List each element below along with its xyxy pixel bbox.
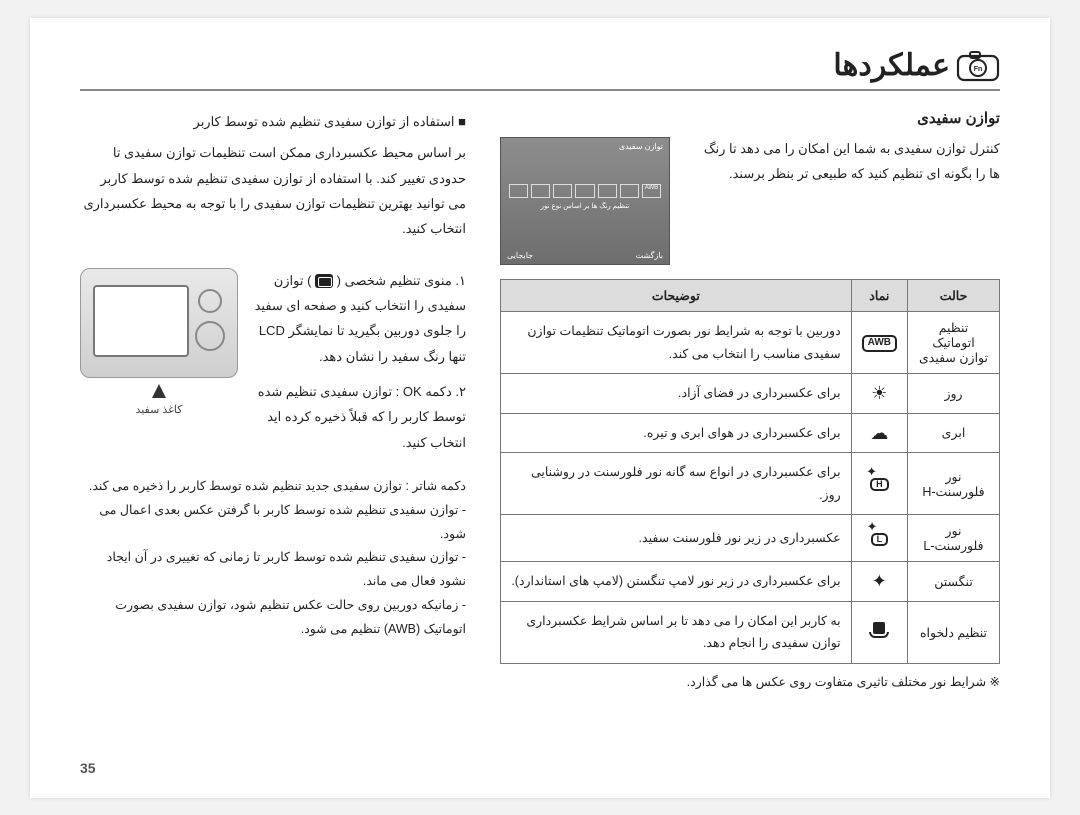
mode-cell: تنظیم دلخواه [908,601,1000,663]
mode-icon: ✦H [851,453,907,515]
sub-line: دکمه شاتر : توازن سفیدی جدید تنظیم شده ت… [80,475,466,499]
custom-wb-icon [315,274,333,288]
table-row: نور فلورسنت-L✦Lعکسبرداری در زیر نور فلور… [501,515,1000,562]
desc-cell: عکسبرداری در زیر نور فلورسنت سفید. [501,515,852,562]
desc-cell: برای عکسبرداری در انواع سه گانه نور فلور… [501,453,852,515]
mode-icon: AWB [851,312,907,374]
table-row: روز☀برای عکسبرداری در فضای آزاد. [501,374,1000,414]
mode-cell: تنظیم اتوماتیک توازن سفیدی [908,312,1000,374]
table-row: ابری☁برای عکسبرداری در هوای ابری و تیره. [501,413,1000,453]
camera-fn-icon: Fn [956,50,1000,82]
mode-icon: ☁ [851,413,907,453]
desc-cell: دوربین با توجه به شرایط نور بصورت اتومات… [501,312,852,374]
th-desc: توضیحات [501,280,852,312]
step-2: ۲. دکمه OK : توازن سفیدی تنظیم شده توسط … [254,379,466,455]
th-mode: حالت [908,280,1000,312]
intro-text: کنترل توازن سفیدی به شما این امکان را می… [696,137,1000,186]
sub-line: - توازن سفیدی تنظیم شده توسط کاربر با گر… [80,499,466,547]
table-row: نور فلورسنت-H✦Hبرای عکسبرداری در انواع س… [501,453,1000,515]
table-row: تنظیم اتوماتیک توازن سفیدیAWBدوربین با ت… [501,312,1000,374]
mode-cell: تنگستن [908,562,1000,602]
mode-icon: ✦L [851,515,907,562]
mode-cell: ابری [908,413,1000,453]
step-1: ۱. منوی تنظیم شخصی ( ) توازن سفیدی را ان… [254,268,466,369]
mode-cell: نور فلورسنت-H [908,453,1000,515]
table-footnote: ※ شرایط نور مختلف تاثیری متفاوت روی عکس … [500,674,1000,689]
sub-line: - زمانیکه دوربین روی حالت عکس تنظیم شود،… [80,594,466,642]
table-row: تنظیم دلخواه به کاربر این امکان را می دهد… [501,601,1000,663]
mode-cell: نور فلورسنت-L [908,515,1000,562]
sub-line: - توازن سفیدی تنظیم شده توسط کاربر تا زم… [80,546,466,594]
desc-cell: برای عکسبرداری در زیر نور لامپ تنگستن (ل… [501,562,852,602]
desc-cell: برای عکسبرداری در فضای آزاد. [501,374,852,414]
svg-text:Fn: Fn [974,66,983,73]
desc-cell: برای عکسبرداری در هوای ابری و تیره. [501,413,852,453]
mode-icon [851,601,907,663]
page-title: عملکردها [833,48,950,83]
desc-cell: به کاربر این امکان را می دهد تا بر اساس … [501,601,852,663]
mode-icon: ☀ [851,374,907,414]
th-icon: نماد [851,280,907,312]
left-heading: ■ استفاده از توازن سفیدی تنظیم شده توسط … [80,109,466,134]
left-sub-paragraphs: دکمه شاتر : توازن سفیدی جدید تنظیم شده ت… [80,475,466,641]
section-heading: توازن سفیدی [500,109,1000,127]
arrow-up-icon [152,384,166,398]
camera-illustration [80,268,238,378]
left-paragraph: بر اساس محیط عکسبرداری ممکن است تنظیمات … [80,140,466,241]
mode-icon: ✦ [851,562,907,602]
mode-cell: روز [908,374,1000,414]
camera-caption: کاغذ سفید [80,400,238,421]
table-row: تنگستن✦برای عکسبرداری در زیر نور لامپ تن… [501,562,1000,602]
lcd-preview: توازن سفیدی تنظیم رنگ ها بر اساس نوع نور… [500,137,670,265]
white-balance-table: حالت نماد توضیحات تنظیم اتوماتیک توازن س… [500,279,1000,664]
page-number: 35 [80,760,96,776]
